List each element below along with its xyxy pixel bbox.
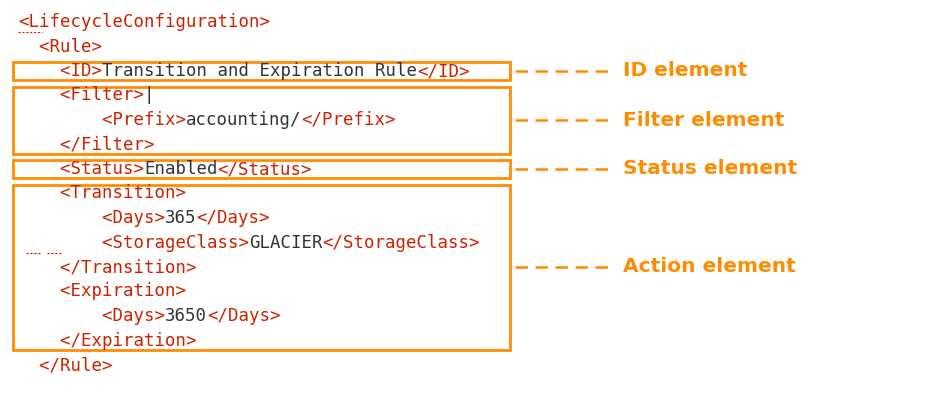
Bar <box>13 160 510 178</box>
Text: </Days>: </Days> <box>207 307 280 325</box>
Text: <Days>: <Days> <box>18 307 165 325</box>
Text: <LifecycleConfiguration>: <LifecycleConfiguration> <box>18 13 270 31</box>
Text: <StorageClass>: <StorageClass> <box>18 233 249 251</box>
Text: Status element: Status element <box>623 160 798 178</box>
Text: <ID>: <ID> <box>18 62 102 80</box>
Bar <box>13 184 510 350</box>
Text: </Transition>: </Transition> <box>18 258 196 276</box>
Text: accounting/: accounting/ <box>186 111 301 129</box>
Text: <Rule>: <Rule> <box>18 38 102 55</box>
Text: <Days>: <Days> <box>18 209 165 227</box>
Text: </Filter>: </Filter> <box>18 136 154 154</box>
Text: </Rule>: </Rule> <box>18 356 112 374</box>
Text: <Transition>: <Transition> <box>18 184 186 203</box>
Text: </Prefix>: </Prefix> <box>301 111 396 129</box>
Text: <Status>: <Status> <box>18 160 144 178</box>
Text: <Expiration>: <Expiration> <box>18 282 186 300</box>
Bar <box>13 87 510 154</box>
Text: 365: 365 <box>165 209 196 227</box>
Text: </StorageClass>: </StorageClass> <box>323 233 480 251</box>
Text: <Filter>: <Filter> <box>18 87 144 105</box>
Text: ID element: ID element <box>623 61 747 81</box>
Text: |: | <box>144 87 154 105</box>
Text: Enabled: Enabled <box>144 160 218 178</box>
Bar <box>13 62 510 80</box>
Text: 3650: 3650 <box>165 307 207 325</box>
Text: </ID>: </ID> <box>417 62 469 80</box>
Text: Transition and Expiration Rule: Transition and Expiration Rule <box>102 62 417 80</box>
Text: Filter element: Filter element <box>623 111 784 130</box>
Text: </Days>: </Days> <box>196 209 270 227</box>
Text: Action element: Action element <box>623 257 796 277</box>
Text: </Status>: </Status> <box>218 160 312 178</box>
Text: GLACIER: GLACIER <box>249 233 323 251</box>
Text: </Expiration>: </Expiration> <box>18 332 196 350</box>
Text: <Prefix>: <Prefix> <box>18 111 186 129</box>
